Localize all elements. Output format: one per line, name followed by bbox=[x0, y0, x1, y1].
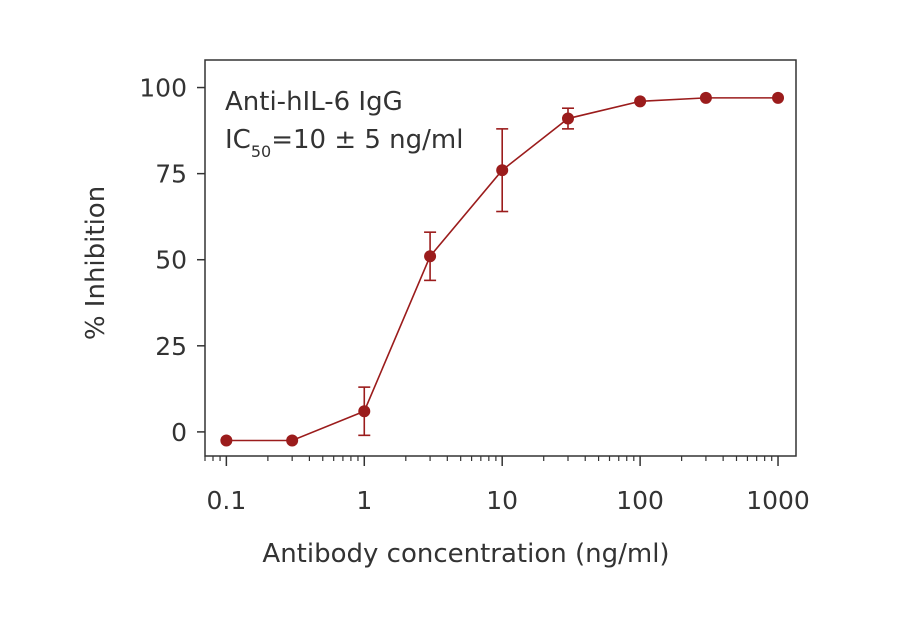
data-point bbox=[634, 95, 647, 108]
x-tick-label: 0.1 bbox=[206, 486, 246, 515]
x-tick-label: 10 bbox=[486, 486, 518, 515]
x-tick-label: 1 bbox=[356, 486, 372, 515]
y-tick-label: 0 bbox=[171, 418, 187, 447]
data-series bbox=[220, 91, 785, 447]
data-point bbox=[220, 434, 233, 447]
data-point bbox=[699, 91, 712, 104]
annotation-line1: Anti-hIL-6 IgG bbox=[225, 87, 403, 117]
annotation-ic50-value: =10 ± 5 ng/ml bbox=[271, 125, 463, 155]
x-axis-title: Antibody concentration (ng/ml) bbox=[262, 539, 669, 569]
axis-ticks: 0 25 50 75 100 0.1 1 10 100 1000 bbox=[139, 74, 810, 515]
y-axis-title: % Inhibition bbox=[81, 186, 111, 340]
data-point bbox=[496, 164, 509, 177]
data-point bbox=[772, 91, 785, 104]
data-point bbox=[561, 112, 574, 125]
data-point bbox=[358, 405, 371, 418]
annotation-ic: IC bbox=[225, 125, 251, 155]
data-point bbox=[424, 250, 437, 263]
y-tick-label: 25 bbox=[155, 332, 187, 361]
x-tick-label: 100 bbox=[616, 486, 664, 515]
y-tick-label: 100 bbox=[139, 74, 187, 103]
x-tick-label: 1000 bbox=[746, 486, 810, 515]
annotation-subscript: 50 bbox=[251, 142, 271, 161]
y-tick-label: 50 bbox=[155, 246, 187, 275]
annotation-line2: IC50=10 ± 5 ng/ml bbox=[225, 125, 463, 161]
data-point bbox=[286, 434, 299, 447]
chart-annotation: Anti-hIL-6 IgG IC50=10 ± 5 ng/ml bbox=[225, 87, 463, 161]
y-tick-label: 75 bbox=[155, 160, 187, 189]
plot-frame bbox=[204, 59, 797, 457]
